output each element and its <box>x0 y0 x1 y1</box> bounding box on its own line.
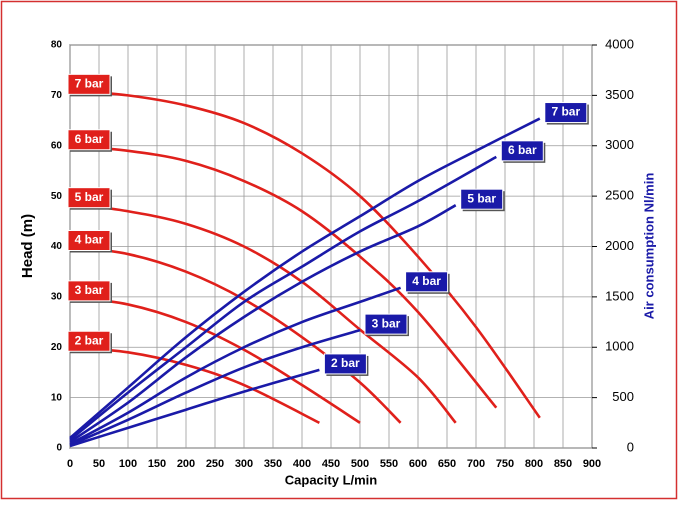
label-box <box>544 102 588 124</box>
series-label: 4 bar <box>75 233 104 247</box>
y-axis-label: Head (m) <box>19 214 36 278</box>
x-tick-label: 50 <box>93 458 105 470</box>
x-axis-label: Capacity L/min <box>285 472 378 487</box>
x-tick-label: 850 <box>554 458 572 470</box>
x-tick-label: 800 <box>525 458 543 470</box>
y-tick-label: 80 <box>51 40 63 51</box>
series-label: 5 bar <box>467 191 496 205</box>
curve <box>69 117 541 439</box>
x-tick-label: 300 <box>235 458 253 470</box>
label-box <box>67 330 111 352</box>
x-tick-label: 550 <box>380 458 398 470</box>
x-tick-label: 400 <box>293 458 311 470</box>
y-tick-label: 50 <box>51 191 63 202</box>
x-tick-label: 350 <box>264 458 282 470</box>
label-box <box>460 188 504 210</box>
y2-tick-label: 3500 <box>605 87 634 102</box>
y-tick-label: 10 <box>51 392 63 403</box>
curve <box>69 345 320 424</box>
series-label: 7 bar <box>75 77 104 91</box>
y2-tick-label: 1000 <box>605 339 634 354</box>
x-tick-label: 150 <box>148 458 166 470</box>
label-box <box>67 230 111 251</box>
curve <box>69 245 402 424</box>
x-tick-label: 700 <box>467 458 485 470</box>
series-label: 5 bar <box>75 190 104 204</box>
label-box <box>67 280 111 302</box>
label-box <box>405 271 449 293</box>
series-label: 4 bar <box>412 274 441 288</box>
curve <box>69 328 361 447</box>
y2-axis-label: Air consumption Nl/min <box>641 173 656 320</box>
series-label: 3 bar <box>372 316 401 330</box>
curve <box>69 286 402 446</box>
x-tick-label: 250 <box>206 458 224 470</box>
x-tick-label: 100 <box>119 458 137 470</box>
x-tick-label: 450 <box>322 458 340 470</box>
y-tick-label: 60 <box>51 140 63 151</box>
curve <box>69 204 457 444</box>
y2-tick-label: 3000 <box>605 137 634 152</box>
series-label: 2 bar <box>331 356 360 370</box>
y2-tick-label: 4000 <box>605 36 634 51</box>
curve <box>69 89 541 419</box>
y-tick-label: 0 <box>56 443 62 454</box>
y-tick-label: 20 <box>51 342 63 353</box>
label-box <box>500 140 544 162</box>
series-label: 3 bar <box>75 283 104 297</box>
series-label: 6 bar <box>508 143 537 157</box>
series-label: 6 bar <box>75 132 104 146</box>
curve <box>69 368 320 448</box>
curve <box>69 295 361 424</box>
x-tick-label: 900 <box>583 458 601 470</box>
series-label: 2 bar <box>75 333 104 347</box>
y-tick-label: 30 <box>51 292 63 303</box>
series-label: 7 bar <box>551 105 580 119</box>
y2-tick-label: 0 <box>627 439 634 454</box>
curve <box>69 155 497 441</box>
x-tick-label: 0 <box>67 458 73 470</box>
x-tick-label: 650 <box>438 458 456 470</box>
y2-tick-label: 500 <box>612 389 634 404</box>
label-box <box>67 129 111 151</box>
label-box <box>67 187 111 209</box>
x-tick-label: 200 <box>177 458 195 470</box>
y-tick-label: 40 <box>51 241 63 252</box>
label-box <box>67 73 111 95</box>
curve <box>69 144 498 409</box>
x-tick-label: 500 <box>351 458 369 470</box>
x-tick-label: 600 <box>409 458 427 470</box>
y-tick-label: 70 <box>51 90 63 101</box>
y2-tick-label: 1500 <box>605 288 634 303</box>
y2-tick-label: 2500 <box>605 188 634 203</box>
label-box <box>323 353 367 375</box>
label-box <box>364 313 408 335</box>
x-tick-label: 750 <box>496 458 514 470</box>
y2-tick-label: 2000 <box>605 238 634 253</box>
